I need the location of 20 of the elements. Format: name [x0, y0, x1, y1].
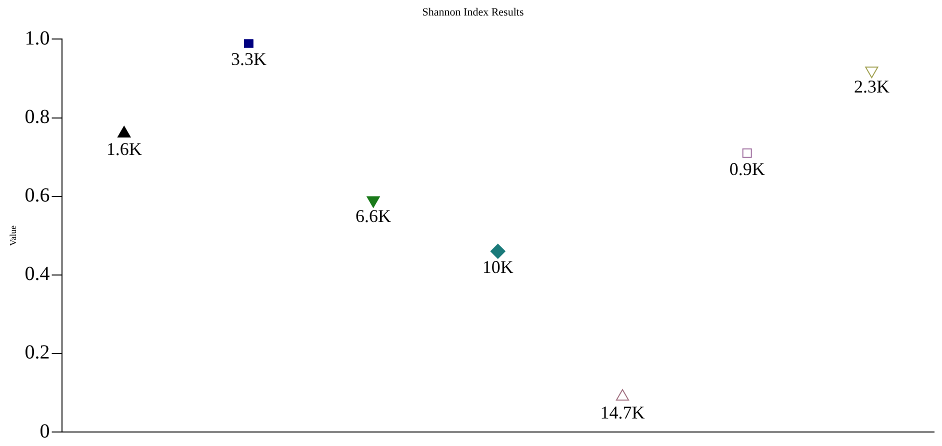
- y-axis-title: Value: [8, 225, 18, 246]
- point: [742, 148, 752, 158]
- point: [616, 389, 630, 401]
- annotation: 14.7K: [600, 402, 645, 422]
- annotation: 10K: [482, 257, 514, 278]
- annotation: 1.6K: [106, 139, 142, 160]
- y-tick-label: 0: [40, 420, 50, 442]
- y-tick-label: 0.6: [24, 184, 50, 207]
- y-tick-label: 0.2: [24, 342, 50, 364]
- annotation: 6.6K: [356, 206, 392, 226]
- annotation: 3.3K: [230, 48, 266, 69]
- chart-title: Shannon Index Results: [422, 6, 524, 18]
- annotation: 2.3K: [854, 76, 890, 96]
- point: [490, 244, 506, 259]
- y-tick-label: 0.8: [24, 106, 50, 128]
- annotation: 0.9K: [729, 158, 765, 179]
- y-tick-label: 1.0: [24, 27, 50, 50]
- point: [865, 66, 878, 78]
- point: [244, 39, 254, 48]
- y-tick-label: 0.4: [24, 263, 50, 286]
